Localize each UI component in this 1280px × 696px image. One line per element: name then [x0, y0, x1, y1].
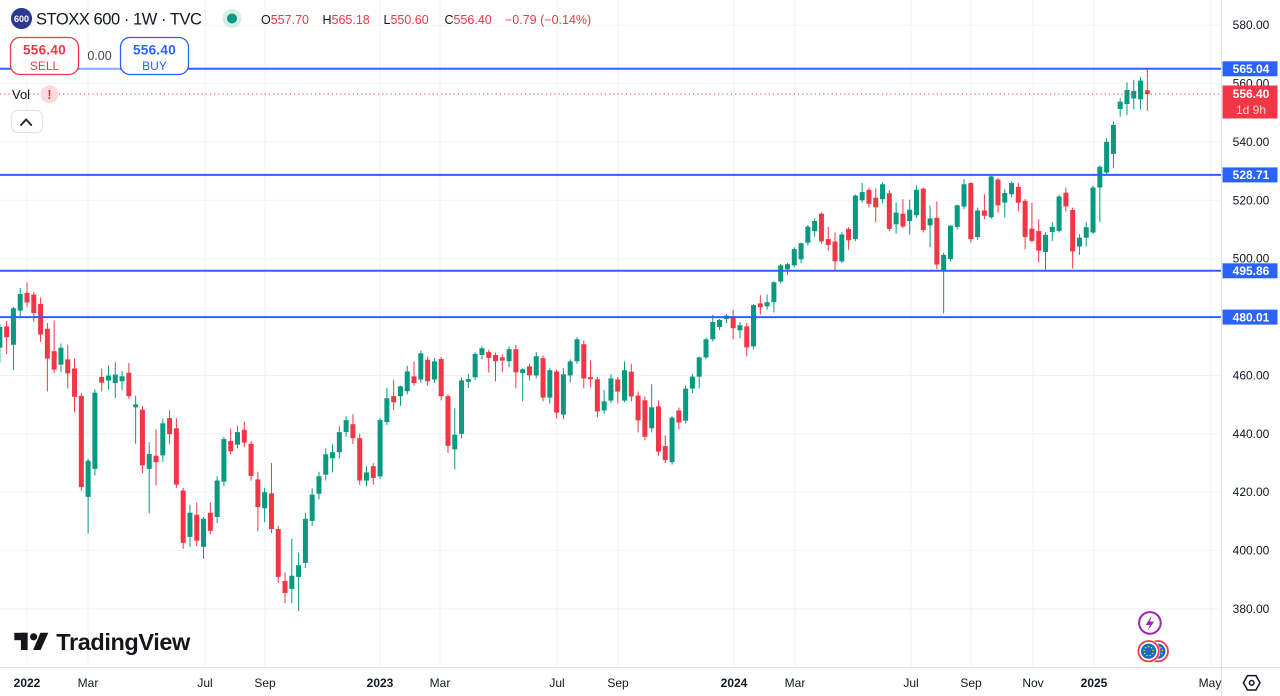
svg-text:1d 9h: 1d 9h [1236, 103, 1266, 117]
svg-text:Mar: Mar [785, 676, 806, 690]
svg-text:Sep: Sep [254, 676, 276, 690]
svg-text:460.00: 460.00 [1233, 369, 1270, 383]
svg-text:580.00: 580.00 [1233, 18, 1270, 32]
svg-text:495.86: 495.86 [1233, 264, 1270, 278]
svg-text:556.40: 556.40 [133, 43, 176, 58]
svg-text:TradingView: TradingView [56, 629, 191, 655]
svg-text:Jul: Jul [197, 676, 212, 690]
svg-text:565.04: 565.04 [1233, 62, 1270, 76]
svg-text:528.71: 528.71 [1233, 168, 1270, 182]
svg-text:420.00: 420.00 [1233, 485, 1270, 499]
svg-text:C556.40: C556.40 [445, 13, 492, 27]
svg-text:−0.79 (−0.14%): −0.79 (−0.14%) [505, 13, 591, 27]
svg-text:Mar: Mar [78, 676, 99, 690]
svg-text:380.00: 380.00 [1233, 602, 1270, 616]
svg-text:2024: 2024 [721, 676, 748, 690]
svg-text:Vol: Vol [12, 87, 30, 102]
svg-text:600: 600 [14, 14, 29, 24]
svg-text:!: ! [47, 88, 51, 102]
svg-text:440.00: 440.00 [1233, 427, 1270, 441]
svg-text:Mar: Mar [430, 676, 451, 690]
svg-text:2023: 2023 [367, 676, 394, 690]
svg-text:O557.70: O557.70 [261, 13, 309, 27]
svg-text:Jul: Jul [549, 676, 564, 690]
svg-text:Jul: Jul [903, 676, 918, 690]
svg-text:400.00: 400.00 [1233, 544, 1270, 558]
svg-text:556.40: 556.40 [1233, 87, 1270, 101]
svg-text:Sep: Sep [607, 676, 629, 690]
svg-text:500.00: 500.00 [1233, 252, 1270, 266]
svg-text:0.00: 0.00 [87, 49, 111, 63]
svg-text:May: May [1199, 676, 1222, 690]
svg-text:556.40: 556.40 [23, 43, 66, 58]
svg-text:H565.18: H565.18 [323, 13, 370, 27]
svg-text:STOXX 600 · 1W · TVC: STOXX 600 · 1W · TVC [36, 11, 202, 29]
svg-text:540.00: 540.00 [1233, 135, 1270, 149]
svg-text:Nov: Nov [1022, 676, 1043, 690]
svg-text:520.00: 520.00 [1233, 193, 1270, 207]
svg-text:Sep: Sep [960, 676, 982, 690]
svg-text:2025: 2025 [1081, 676, 1108, 690]
svg-text:SELL: SELL [30, 59, 60, 73]
svg-text:BUY: BUY [142, 59, 167, 73]
svg-text:2022: 2022 [14, 676, 41, 690]
svg-text:L550.60: L550.60 [384, 13, 429, 27]
svg-text:480.01: 480.01 [1233, 310, 1270, 324]
